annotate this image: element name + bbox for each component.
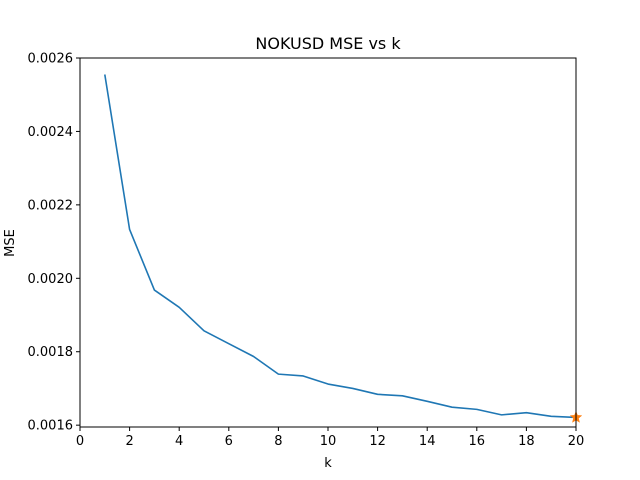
y-tick-label: 0.0016 bbox=[28, 419, 74, 434]
x-tick-label: 12 bbox=[369, 434, 386, 449]
x-tick-label: 2 bbox=[125, 434, 133, 449]
x-tick-label: 20 bbox=[568, 434, 585, 449]
plot-area bbox=[80, 58, 576, 427]
y-tick-label: 0.0018 bbox=[28, 345, 74, 360]
y-tick-label: 0.0024 bbox=[28, 125, 74, 140]
x-tick-label: 4 bbox=[175, 434, 183, 449]
x-tick-label: 18 bbox=[518, 434, 535, 449]
x-tick-label: 8 bbox=[274, 434, 282, 449]
x-tick-label: 10 bbox=[320, 434, 337, 449]
y-tick-label: 0.0022 bbox=[28, 198, 74, 213]
chart-title: NOKUSD MSE vs k bbox=[255, 34, 401, 53]
x-axis-label: k bbox=[324, 456, 332, 471]
y-tick-label: 0.0026 bbox=[28, 52, 74, 67]
plot-frame bbox=[79, 57, 577, 428]
x-axis-ticks: 0 2 4 6 8 10 12 14 16 18 20 bbox=[76, 427, 584, 449]
x-tick-label: 14 bbox=[419, 434, 436, 449]
y-axis-ticks: 0.0016 0.0018 0.0020 0.0022 0.0024 0.0026 bbox=[28, 52, 80, 434]
x-tick-label: 6 bbox=[225, 434, 233, 449]
y-axis-label: MSE bbox=[3, 229, 18, 257]
x-tick-label: 16 bbox=[469, 434, 486, 449]
x-tick-label: 0 bbox=[76, 434, 84, 449]
y-tick-label: 0.0020 bbox=[28, 272, 74, 287]
series-line bbox=[104, 74, 577, 419]
